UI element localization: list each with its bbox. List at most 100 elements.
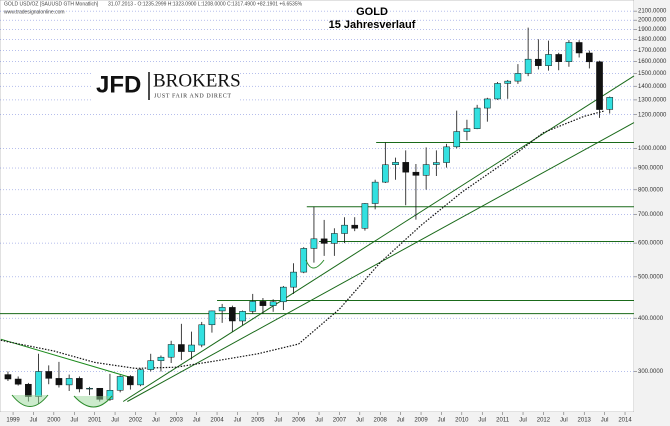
candle-body [178, 344, 185, 352]
logo-slogan: JUST FAIR AND DIRECT [154, 93, 232, 99]
candle-body [484, 98, 491, 109]
x-tick-label: 2009 [414, 418, 428, 424]
y-tick-label: 1500.0000 [638, 71, 667, 77]
y-tick-label: 500.0000 [638, 274, 664, 280]
candle-body [127, 376, 134, 386]
x-tick-label: Jul [234, 418, 242, 424]
candle-body [545, 54, 552, 66]
candle-body [14, 378, 22, 385]
candle-body [341, 224, 348, 234]
x-tick-label: 2013 [578, 418, 592, 424]
candle-body [290, 271, 297, 288]
x-tick-label: Jul [397, 418, 405, 424]
candle-body [25, 383, 32, 397]
candle-body [586, 52, 593, 63]
candle-body [473, 107, 481, 129]
candle-body [65, 378, 73, 386]
x-tick-label: 2007 [333, 418, 347, 424]
x-tick-label: Jul [152, 418, 160, 424]
candle-body [371, 181, 379, 204]
trendline [127, 122, 635, 402]
x-tick-label: Jul [519, 418, 527, 424]
candle-body [55, 378, 63, 386]
candle-body [412, 171, 420, 176]
x-tick-label: Jul [274, 418, 282, 424]
header-quote: 31.07.2013 - O:1235.2999 H:1323.0900 L:1… [108, 1, 303, 7]
x-tick-label: 2010 [455, 418, 469, 424]
y-tick-label: 300.0000 [638, 369, 664, 375]
x-tick-label: Jul [193, 418, 201, 424]
candle-body [606, 97, 614, 110]
candle-body [504, 80, 512, 84]
chart-title: GOLD [356, 6, 388, 18]
candle-body [320, 238, 328, 244]
y-tick-label: 1300.0000 [638, 98, 667, 104]
candle-body [259, 301, 267, 306]
candle-body [116, 376, 124, 391]
x-tick-label: 2005 [251, 418, 265, 424]
y-tick-label: 1700.0000 [638, 48, 667, 54]
y-tick-label: 2100.0000 [638, 9, 667, 15]
x-tick-label: 2008 [374, 418, 388, 424]
candle-body [596, 61, 603, 110]
y-tick-label: 700.0000 [638, 212, 664, 218]
candle-body [147, 360, 155, 370]
candle-body [208, 310, 216, 326]
x-tick-label: 2011 [496, 418, 510, 424]
candle-body [4, 374, 12, 380]
x-axis-panel [0, 412, 634, 426]
candle-body [351, 224, 359, 229]
candle-body [157, 356, 165, 361]
candle-body [433, 162, 440, 165]
y-tick-label: 1800.0000 [638, 37, 667, 43]
y-tick-label: 1400.0000 [638, 84, 667, 90]
y-tick-label: 600.0000 [638, 241, 664, 247]
x-tick-label: 2014 [618, 418, 632, 424]
x-tick-label: 2001 [88, 418, 102, 424]
x-tick-label: 2000 [47, 418, 61, 424]
x-tick-label: 1999 [6, 418, 20, 424]
y-tick-label: 1900.0000 [638, 27, 667, 33]
trendline [0, 338, 132, 379]
logo-name: JFD [96, 71, 141, 98]
candle-body [494, 83, 501, 100]
candle-body [331, 233, 338, 244]
x-tick-label: Jul [601, 418, 609, 424]
x-tick-label: Jul [356, 418, 364, 424]
y-tick-label: 400.0000 [638, 316, 664, 322]
candle-body [249, 301, 257, 312]
candle-body [555, 54, 563, 62]
candle-body [300, 248, 308, 273]
x-tick-label: Jul [70, 418, 78, 424]
y-tick-label: 800.0000 [638, 187, 664, 193]
x-tick-label: 2004 [210, 418, 224, 424]
y-tick-label: 1600.0000 [638, 59, 667, 65]
y-tick-label: 2000.0000 [638, 18, 667, 24]
chart-subtitle: 15 Jahresverlauf [329, 19, 416, 31]
x-tick-label: Jul [30, 418, 38, 424]
x-tick-label: Jul [315, 418, 323, 424]
candle-body [453, 131, 461, 148]
x-tick-label: Jul [478, 418, 486, 424]
candle-body [514, 73, 522, 82]
moving-average [0, 110, 605, 370]
candle-body [535, 58, 542, 66]
candle-body [382, 164, 389, 183]
cup-pattern [305, 259, 325, 269]
x-tick-label: 2006 [292, 418, 306, 424]
y-tick-label: 900.0000 [638, 166, 664, 172]
candle-body [280, 286, 287, 303]
candle-body [575, 42, 583, 54]
x-tick-label: 2012 [537, 418, 551, 424]
candle-body [188, 344, 195, 352]
x-tick-label: Jul [111, 418, 119, 424]
x-tick-label: Jul [560, 418, 568, 424]
header-symbol: GOLD USD/OZ [SAUUSD GTH Monatlich] [4, 1, 99, 7]
x-tick-label: 2002 [129, 418, 143, 424]
x-tick-label: Jul [438, 418, 446, 424]
candle-body [392, 162, 399, 166]
candle-body [422, 164, 430, 176]
candle-body [137, 369, 144, 386]
logo-background [92, 68, 240, 104]
candle-body [443, 146, 450, 163]
